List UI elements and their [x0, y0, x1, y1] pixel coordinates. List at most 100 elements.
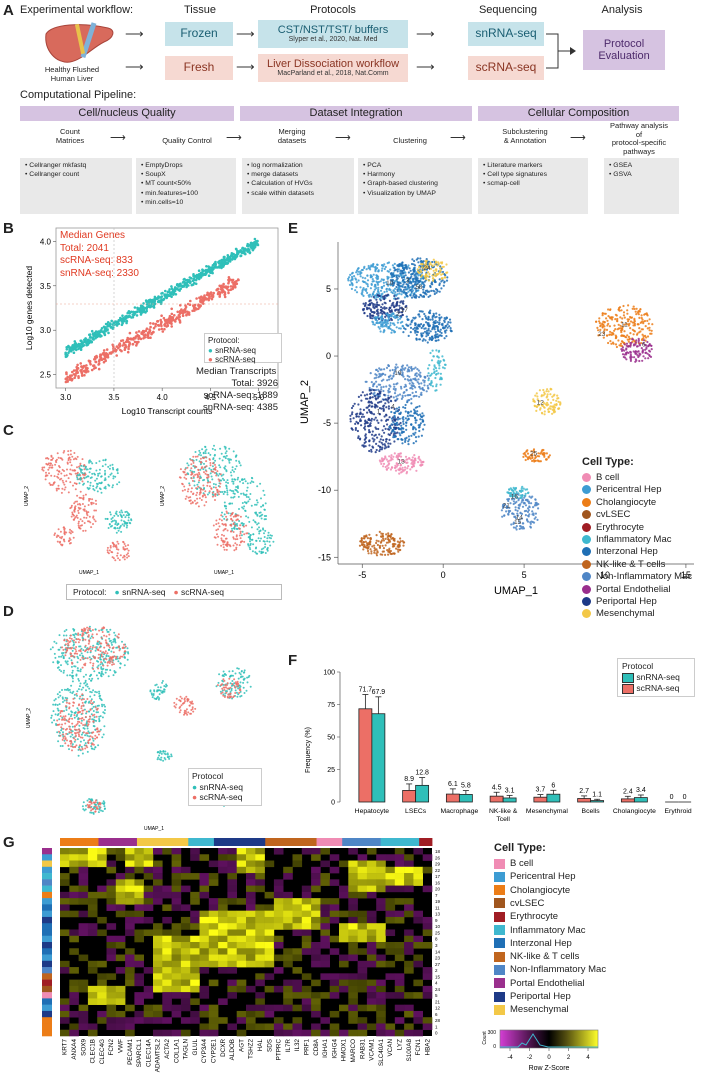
umap-point: [427, 271, 430, 274]
umap-point: [359, 271, 362, 275]
umap-point-sc: [227, 693, 230, 696]
umap-point-sc: [98, 730, 101, 733]
umap-point: [350, 281, 353, 284]
umap-point-sn: [230, 496, 233, 499]
scatter-point-sn: [197, 269, 201, 272]
umap-point-sn: [82, 801, 85, 804]
umap-point: [406, 324, 409, 327]
umap-point-sn: [156, 697, 158, 699]
umap-point-sn: [115, 510, 118, 513]
umap-point-sn: [93, 694, 96, 697]
umap-point-sc: [67, 644, 70, 647]
umap-point-sc: [116, 552, 119, 555]
umap-point: [366, 314, 369, 318]
umap-point-sc: [206, 473, 209, 476]
scatter-point-sn: [246, 245, 250, 248]
umap-point-sc: [175, 697, 178, 700]
umap-point: [431, 316, 434, 319]
analysis-box: Protocol Evaluation: [583, 30, 665, 70]
umap-point-sn: [86, 734, 89, 737]
umap-point-sn: [65, 634, 68, 637]
umap-point: [390, 304, 393, 307]
umap-point-sn: [119, 647, 122, 650]
umap-point-sc: [54, 463, 57, 466]
umap-point-sn: [95, 674, 98, 677]
umap-point: [407, 290, 410, 293]
umap-point-sn: [236, 524, 239, 527]
umap-point-sc: [92, 668, 95, 670]
umap-point-sn: [85, 689, 87, 692]
umap-point: [415, 289, 418, 292]
umap-point-sc: [180, 697, 183, 700]
details-merging: • log normalization • merge datasets • C…: [242, 158, 354, 214]
umap-point: [363, 265, 366, 268]
umap-point-sc: [122, 540, 125, 543]
workflow-title: Experimental workflow:: [20, 4, 134, 16]
umap-point: [443, 330, 447, 333]
umap-point-sc: [226, 682, 229, 685]
umap-point: [366, 285, 369, 288]
umap-point-sn: [226, 493, 229, 496]
scatter-point-sn: [178, 289, 181, 292]
umap-point-sc: [62, 481, 65, 484]
umap-point: [419, 393, 422, 396]
scatter-point-sc: [73, 376, 76, 380]
detail-item: • Cellranger mkfastq: [25, 162, 87, 169]
umap-point: [433, 290, 436, 293]
umap-point-sc: [95, 633, 98, 636]
umap-point-sc: [196, 455, 199, 458]
umap-point-sc: [123, 548, 126, 551]
umap-point-sn: [256, 528, 259, 531]
umap-point-sn: [98, 672, 101, 674]
umap-point-sn: [109, 525, 112, 528]
umap-point-sn: [71, 733, 74, 736]
umap-point: [361, 293, 364, 296]
umap-point-sn: [242, 681, 245, 684]
umap-point-sn: [156, 689, 159, 692]
umap-point-sc: [94, 810, 97, 813]
scatter-point-sn: [133, 306, 137, 309]
umap-point: [381, 321, 384, 324]
detail-item: • scmap-cell: [483, 180, 520, 188]
umap-point-sn: [105, 628, 108, 631]
scatter-point-sn: [75, 345, 78, 349]
umap-point: [437, 261, 440, 264]
umap-point: [385, 294, 388, 297]
scatter-point-sn: [88, 336, 92, 339]
umap-point-sn: [252, 543, 255, 546]
umap-point-sn: [219, 690, 222, 693]
umap-point-sc: [123, 558, 126, 561]
scatter-point-sn: [164, 289, 167, 293]
scatter-point-sc: [149, 336, 152, 339]
umap-point-sc: [73, 639, 75, 642]
umap-point: [392, 372, 395, 375]
umap-point-sn: [116, 657, 119, 660]
umap-point-sc: [91, 702, 94, 705]
scatter-point-sn: [230, 254, 234, 257]
umap-point-sc: [221, 533, 223, 536]
umap-point-sc: [197, 505, 200, 508]
umap-point-sn: [112, 484, 114, 487]
umap-point-sc: [74, 641, 77, 644]
umap-point-sc: [80, 705, 83, 708]
umap-point-sn: [227, 458, 230, 460]
umap-point-sn: [72, 644, 75, 647]
umap-point: [348, 276, 351, 279]
umap-point-sc: [245, 524, 248, 527]
umap-point-sc: [56, 469, 59, 472]
umap-point-sc: [71, 654, 74, 657]
umap-point-sc: [243, 540, 246, 543]
umap-point-sn: [223, 479, 226, 482]
protocol-ref: Slyper et al., 2020, Nat. Med: [288, 36, 378, 44]
umap-point: [399, 288, 402, 291]
umap-point: [424, 339, 427, 342]
umap-point-sc: [84, 529, 87, 532]
umap-point-sc: [222, 529, 225, 532]
umap-point: [421, 281, 424, 284]
umap-point: [363, 304, 366, 308]
scatter-point-sn: [88, 333, 91, 337]
umap-point: [400, 290, 403, 293]
umap-point-sc: [232, 537, 235, 540]
umap-point-sc: [235, 546, 238, 549]
umap-point-sc: [91, 646, 94, 649]
